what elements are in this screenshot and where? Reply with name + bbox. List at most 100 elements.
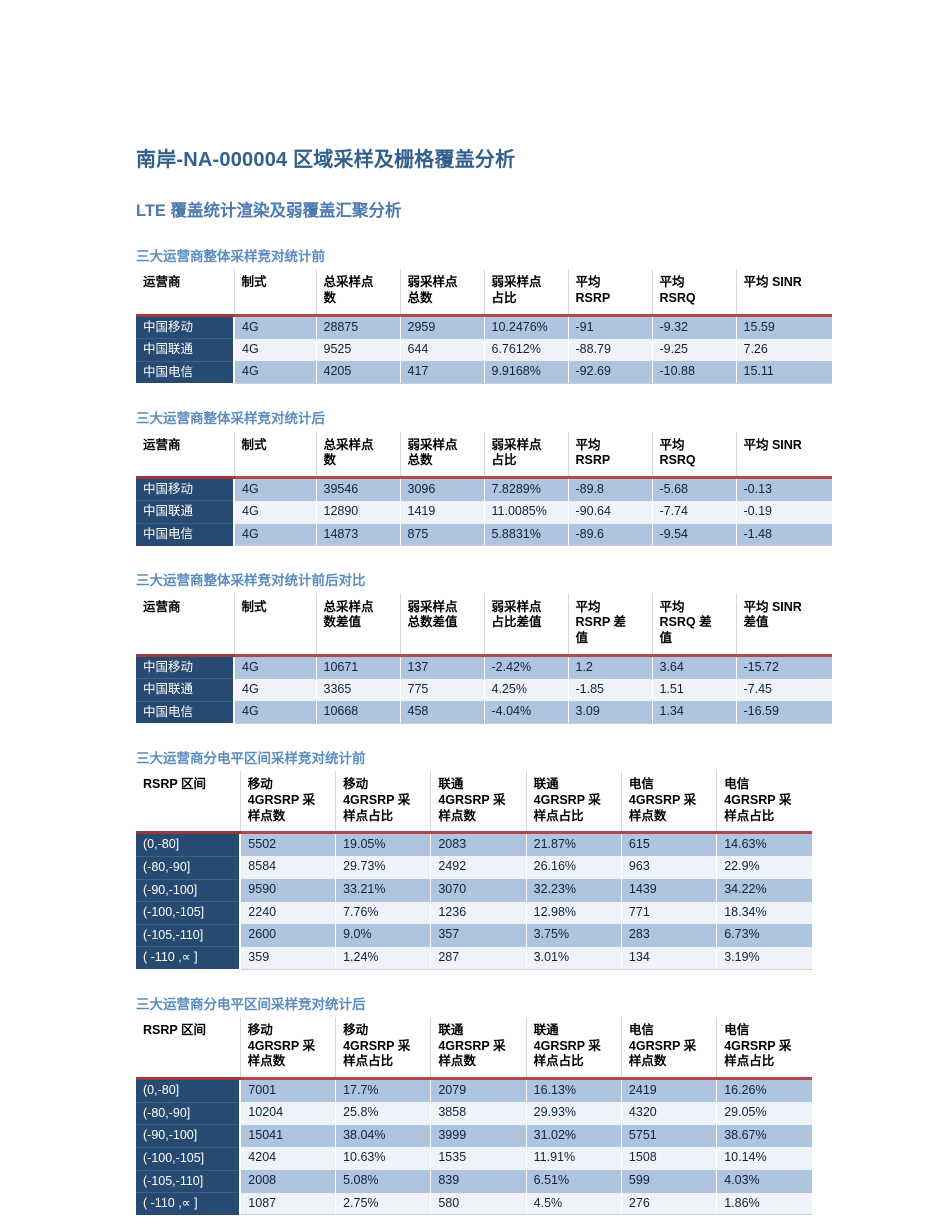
table-row: (-105,-110] 2600 9.0% 357 3.75% 283 6.73% [136, 924, 812, 948]
table-cell: -91 [568, 315, 653, 339]
table-cell: 12.98% [526, 901, 622, 925]
table-cell: 26.16% [526, 856, 622, 880]
section-title-overall-after: 三大运营商整体采样竞对统计后 [136, 410, 325, 426]
table-cell: 417 [400, 361, 485, 384]
section-title-overall-before: 三大运营商整体采样竞对统计前 [136, 248, 325, 264]
table-cell: 2492 [430, 856, 527, 880]
table-cell: 2079 [430, 1078, 527, 1103]
table-cell: 5751 [621, 1124, 718, 1148]
column-header: 运营商 [136, 269, 235, 317]
table-cell: 3070 [430, 879, 527, 902]
column-header: 平均 RSRQ [652, 431, 737, 479]
column-header: 运营商 [136, 431, 235, 479]
table-cell: 6.51% [526, 1170, 622, 1193]
table-cell: 775 [400, 678, 485, 702]
table-block-rsrp-after: 三大运营商分电平区间采样竞对统计后 RSRP 区间 移动 4GRSRP 采 样点数移… [136, 996, 950, 1216]
table-row: (0,-80] 5502 19.05% 2083 21.87% 615 14.63% [136, 832, 812, 857]
table-row: 中国电信 4G 10668 458 -4.04% 3.09 1.34 -16.59 [136, 701, 832, 724]
column-header: 移动 4GRSRP 采 样点占比 [335, 771, 432, 835]
column-header: 平均 SINR 差值 [736, 593, 832, 657]
table-cell: 14873 [316, 523, 401, 547]
table-cell: 359 [240, 946, 337, 970]
table-cell: 18.34% [716, 901, 812, 925]
table-cell: -0.13 [736, 477, 832, 501]
table-row: 中国电信 4G 14873 875 5.8831% -89.6 -9.54 -1.48 [136, 523, 832, 547]
column-header: 总采样点 数 [316, 431, 401, 479]
column-header: RSRP 区间 [136, 771, 241, 835]
section-title-rsrp-after: 三大运营商分电平区间采样竞对统计后 [136, 996, 366, 1012]
table-cell: 15.11 [736, 361, 832, 384]
table-cell: 1419 [400, 500, 485, 524]
column-header: 平均 RSRP 差 值 [568, 593, 653, 657]
table-cell: 771 [621, 901, 718, 925]
column-header: 制式 [234, 431, 317, 479]
table-row: (-80,-90] 10204 25.8% 3858 29.93% 4320 29.05% [136, 1102, 812, 1126]
table-cell: 3096 [400, 477, 485, 501]
table-header-row: RSRP 区间 移动 4GRSRP 采 样点数 移动 4GRSRP 采 样点占比 联通… [136, 771, 812, 835]
table-cell: 7.26 [736, 338, 832, 362]
table-cell: 1.86% [716, 1192, 812, 1216]
column-header: 电信 4GRSRP 采 样点占比 [716, 1017, 812, 1081]
table-row: (-100,-105] 4204 10.63% 1535 11.91% 1508 10.14… [136, 1147, 812, 1171]
table-cell: 29.05% [716, 1102, 812, 1125]
table-cell: 839 [430, 1170, 527, 1193]
table-cell: 4G [234, 678, 317, 702]
column-header: 总采样点 数 [316, 269, 401, 317]
table-cell: 4320 [621, 1102, 718, 1125]
table-cell: -1.48 [736, 523, 832, 547]
table-cell: 7001 [240, 1078, 337, 1103]
row-label-cell: (-105,-110] [136, 924, 242, 948]
row-label-cell: 中国电信 [136, 701, 235, 724]
column-header: RSRP 区间 [136, 1017, 241, 1081]
column-header: 联通 4GRSRP 采 样点数 [430, 1017, 527, 1081]
column-header: 联通 4GRSRP 采 样点占比 [526, 771, 622, 835]
table-cell: 615 [621, 832, 718, 857]
table-cell: 458 [400, 701, 485, 724]
table-header-row: 运营商 制式 总采样点 数弱采样点 总数 弱采样点 占比 平均 RSRP 平均 RSRQ 平… [136, 269, 832, 317]
table-cell: 6.73% [716, 924, 812, 947]
table-cell: -90.64 [568, 500, 653, 524]
table-cell: 1.24% [335, 946, 432, 970]
table-row: 中国移动 4G 10671 137 -2.42% 1.2 3.64 -15.72 [136, 655, 832, 680]
table-cell: 4G [234, 315, 317, 339]
column-header: 平均 RSRQ [652, 269, 737, 317]
table-header-row: RSRP 区间 移动 4GRSRP 采 样点数 移动 4GRSRP 采 样点占比 联通… [136, 1017, 812, 1081]
table-cell: 5.8831% [484, 523, 569, 547]
section-title-rsrp-before: 三大运营商分电平区间采样竞对统计前 [136, 750, 366, 766]
table-cell: 12890 [316, 500, 401, 524]
table-cell: 16.26% [716, 1078, 812, 1103]
table-cell: -2.42% [484, 655, 569, 679]
row-label-cell: (-100,-105] [136, 901, 242, 925]
table-cell: 9.0% [335, 924, 432, 947]
table-cell: 21.87% [526, 832, 622, 857]
table-cell: 38.67% [716, 1124, 812, 1148]
table-cell: 2600 [240, 924, 337, 947]
table-block-overall-before: 三大运营商整体采样竞对统计前运营商 制式 总采样点 数弱采样点 总数 弱采样点 占比平… [136, 248, 950, 384]
table-cell: 9590 [240, 879, 337, 902]
table-cell: 1.34 [652, 701, 737, 724]
table-cell: 3.19% [716, 946, 812, 970]
table-cell: 4G [234, 655, 317, 679]
table-row: (-105,-110] 2008 5.08% 839 6.51% 599 4.03% [136, 1170, 812, 1194]
data-table-rsrp-after: RSRP 区间 移动 4GRSRP 采 样点数 移动 4GRSRP 采 样点占比 联通… [136, 1017, 812, 1216]
table-cell: 1.2 [568, 655, 653, 679]
table-cell: 11.91% [526, 1147, 622, 1171]
table-cell: 2008 [240, 1170, 337, 1193]
row-label-cell: (-105,-110] [136, 1170, 242, 1194]
row-label-cell: (-100,-105] [136, 1147, 242, 1171]
row-label-cell: (0,-80] [136, 1078, 242, 1103]
table-cell: 10204 [240, 1102, 337, 1125]
table-cell: 10.14% [716, 1147, 812, 1171]
table-cell: 39546 [316, 477, 401, 501]
table-cell: 7.76% [335, 901, 432, 925]
table-cell: 9525 [316, 338, 401, 362]
table-cell: 3.64 [652, 655, 737, 679]
table-cell: 3858 [430, 1102, 527, 1125]
table-cell: 10.63% [335, 1147, 432, 1171]
row-label-cell: 中国电信 [136, 361, 235, 384]
column-header: 电信 4GRSRP 采 样点数 [621, 1017, 718, 1081]
table-cell: 4204 [240, 1147, 337, 1171]
table-cell: -1.85 [568, 678, 653, 702]
table-header-row: 运营商 制式 总采样点 数差值 弱采样点 总数差值 弱采样点 占比差值 平均 RSRP 差… [136, 593, 832, 657]
table-cell: 4.03% [716, 1170, 812, 1193]
